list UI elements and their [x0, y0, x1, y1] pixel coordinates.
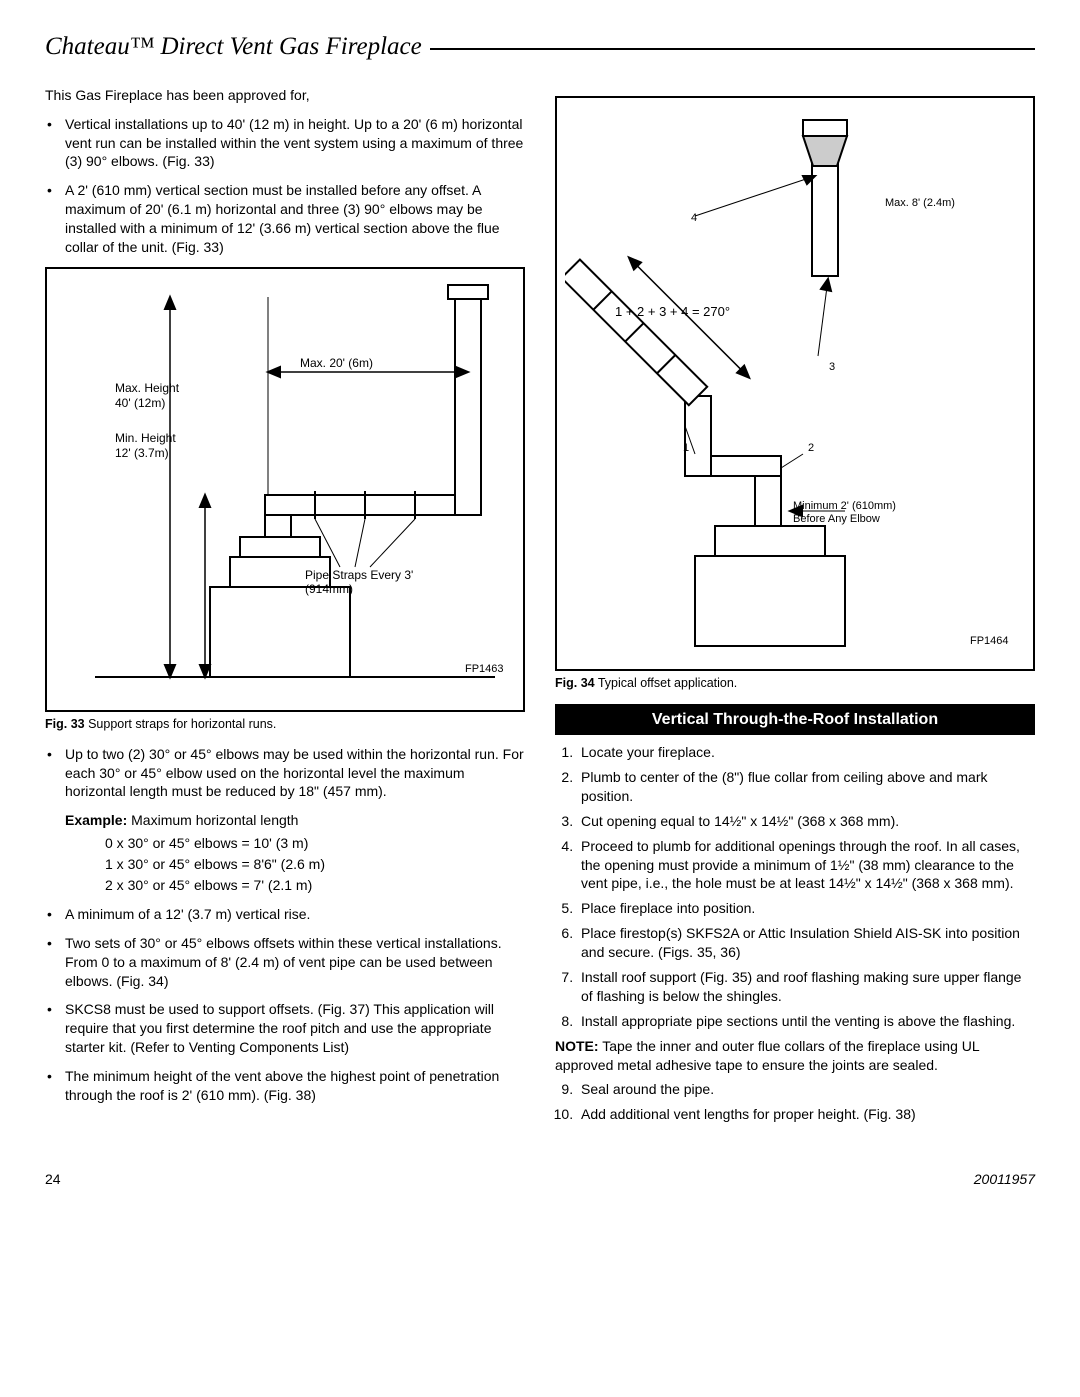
step-item: Plumb to center of the (8") flue collar … [577, 768, 1035, 806]
figure-34-diagram: 1 + 2 + 3 + 4 = 270° Max. 8' (2.4m) 4 3 … [565, 106, 1025, 656]
page-header: Chateau™ Direct Vent Gas Fireplace [45, 30, 1035, 68]
step-item: Install appropriate pipe sections until … [577, 1012, 1035, 1031]
installation-steps-cont: Seal around the pipe. Add additional ven… [555, 1080, 1035, 1124]
top-bullet-list: Vertical installations up to 40' (12 m) … [45, 115, 525, 257]
header-rule-line [430, 48, 1035, 50]
bullet-item: Two sets of 30° or 45° elbows offsets wi… [65, 934, 525, 991]
figure-34-caption: Fig. 34 Typical offset application. [555, 675, 1035, 692]
svg-text:40' (12m): 40' (12m) [115, 396, 165, 410]
mid-bullet-list: Up to two (2) 30° or 45° elbows may be u… [45, 745, 525, 802]
note-text: Tape the inner and outer flue collars of… [555, 1038, 979, 1073]
bullet-item: The minimum height of the vent above the… [65, 1067, 525, 1105]
page-number: 24 [45, 1170, 61, 1189]
bullet-item: A minimum of a 12' (3.7 m) vertical rise… [65, 905, 525, 924]
svg-text:Max. 20' (6m): Max. 20' (6m) [300, 356, 373, 370]
figure-33-diagram: Max. Height 40' (12m) Min. Height 12' (3… [55, 277, 515, 697]
example-rows: 0 x 30° or 45° elbows = 10' (3 m) 1 x 30… [105, 834, 525, 895]
installation-steps: Locate your fireplace. Plumb to center o… [555, 743, 1035, 1031]
fig34-label: Fig. 34 [555, 676, 595, 690]
document-number: 20011957 [974, 1170, 1035, 1189]
product-title: Chateau™ Direct Vent Gas Fireplace [45, 30, 422, 68]
svg-text:2: 2 [808, 442, 814, 454]
step-item: Cut opening equal to 14½" x 14½" (368 x … [577, 812, 1035, 831]
svg-text:FP1464: FP1464 [970, 635, 1009, 647]
bullet-item: SKCS8 must be used to support offsets. (… [65, 1000, 525, 1057]
figure-33-box: Max. Height 40' (12m) Min. Height 12' (3… [45, 267, 525, 712]
svg-text:Max. 8' (2.4m): Max. 8' (2.4m) [885, 197, 955, 209]
fig33-text: Support straps for horizontal runs. [88, 717, 276, 731]
svg-text:Pipe Straps Every 3': Pipe Straps Every 3' [305, 568, 413, 582]
svg-text:3: 3 [829, 361, 835, 373]
bullet-item: Vertical installations up to 40' (12 m) … [65, 115, 525, 172]
fig33-label: Fig. 33 [45, 717, 85, 731]
fig34-text: Typical offset application. [598, 676, 737, 690]
step-item: Add additional vent lengths for proper h… [577, 1105, 1035, 1124]
svg-text:(914mm): (914mm) [305, 582, 353, 596]
figure-33-caption: Fig. 33 Support straps for horizontal ru… [45, 716, 525, 733]
svg-text:FP1463: FP1463 [465, 663, 504, 675]
right-column: 1 + 2 + 3 + 4 = 270° Max. 8' (2.4m) 4 3 … [555, 86, 1035, 1131]
step-item: Install roof support (Fig. 35) and roof … [577, 968, 1035, 1006]
svg-text:Min. Height: Min. Height [115, 431, 176, 445]
example-row: 0 x 30° or 45° elbows = 10' (3 m) [105, 834, 525, 853]
example-row: 2 x 30° or 45° elbows = 7' (2.1 m) [105, 876, 525, 895]
page-footer: 24 20011957 [45, 1170, 1035, 1189]
bottom-bullet-list: A minimum of a 12' (3.7 m) vertical rise… [45, 905, 525, 1105]
figure-34-box: 1 + 2 + 3 + 4 = 270° Max. 8' (2.4m) 4 3 … [555, 96, 1035, 671]
svg-text:4: 4 [691, 212, 697, 224]
step-item: Place firestop(s) SKFS2A or Attic Insula… [577, 924, 1035, 962]
intro-text: This Gas Fireplace has been approved for… [45, 86, 525, 105]
svg-text:Minimum 2' (610mm): Minimum 2' (610mm) [793, 500, 896, 512]
example-label: Example: [65, 812, 127, 828]
svg-text:1 + 2 + 3 + 4 = 270°: 1 + 2 + 3 + 4 = 270° [615, 304, 730, 319]
step-item: Seal around the pipe. [577, 1080, 1035, 1099]
svg-text:12' (3.7m): 12' (3.7m) [115, 446, 169, 460]
svg-text:Max. Height: Max. Height [115, 381, 180, 395]
bullet-item: A 2' (610 mm) vertical section must be i… [65, 181, 525, 257]
step-item: Locate your fireplace. [577, 743, 1035, 762]
two-column-layout: This Gas Fireplace has been approved for… [45, 86, 1035, 1131]
example-title: Maximum horizontal length [131, 812, 298, 828]
step-item: Place fireplace into position. [577, 899, 1035, 918]
example-row: 1 x 30° or 45° elbows = 8'6" (2.6 m) [105, 855, 525, 874]
svg-text:Before Any Elbow: Before Any Elbow [793, 513, 880, 525]
example-block: Example: Maximum horizontal length 0 x 3… [45, 811, 525, 895]
note-label: NOTE: [555, 1038, 599, 1054]
bullet-item: Up to two (2) 30° or 45° elbows may be u… [65, 745, 525, 802]
left-column: This Gas Fireplace has been approved for… [45, 86, 525, 1131]
step-item: Proceed to plumb for additional openings… [577, 837, 1035, 894]
note-line: NOTE: Tape the inner and outer flue coll… [555, 1037, 1035, 1075]
section-header: Vertical Through-the-Roof Installation [555, 704, 1035, 736]
svg-text:1: 1 [683, 442, 689, 454]
